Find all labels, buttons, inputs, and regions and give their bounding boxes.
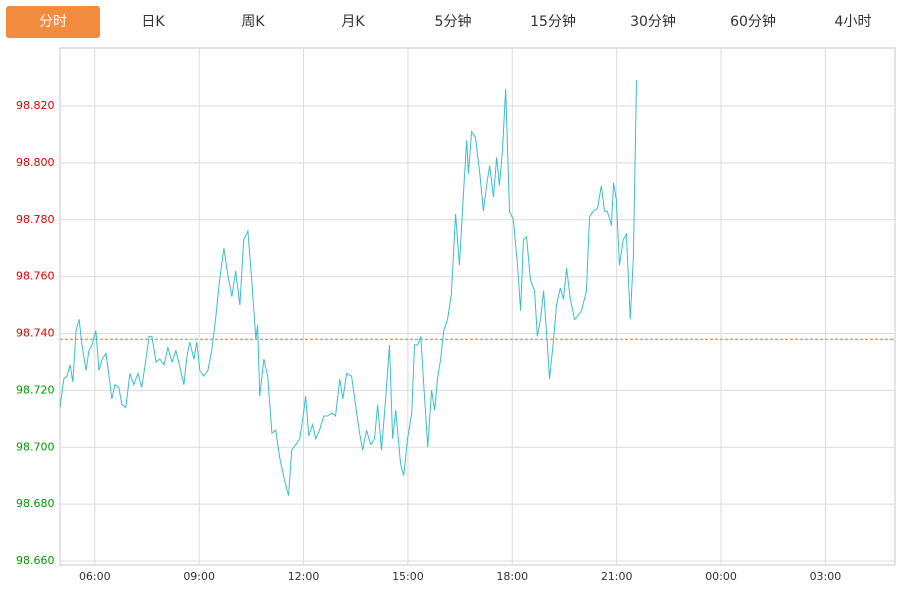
tab[interactable]: 月K (341, 14, 365, 30)
tab[interactable]: 60分钟 (730, 14, 776, 30)
x-tick-label: 12:00 (288, 570, 320, 583)
y-tick-label: 98.700 (16, 440, 55, 453)
y-tick-label: 98.740 (16, 327, 55, 340)
y-tick-label: 98.780 (16, 213, 55, 226)
y-tick-label: 98.720 (16, 383, 55, 396)
tab[interactable]: 4小时 (834, 14, 872, 30)
tab[interactable]: 5分钟 (434, 14, 472, 30)
y-tick-label: 98.760 (16, 270, 55, 283)
y-tick-label: 98.660 (16, 554, 55, 567)
tab-bar: 分时 日K 周K 月K 5分钟 15分钟 30分钟 60分钟 4小时 (0, 0, 906, 44)
plot-frame (59, 47, 896, 566)
price-line (59, 80, 637, 496)
tab[interactable]: 15分钟 (530, 14, 576, 30)
x-tick-label: 09:00 (183, 570, 215, 583)
tab[interactable]: 周K (241, 14, 265, 30)
y-tick-label: 98.820 (16, 99, 55, 112)
tab[interactable]: 30分钟 (630, 14, 676, 30)
x-tick-label: 06:00 (79, 570, 111, 583)
tab[interactable]: 分时 (6, 6, 100, 38)
x-tick-label: 15:00 (392, 570, 424, 583)
tab[interactable]: 日K (141, 14, 165, 30)
y-tick-label: 98.800 (16, 156, 55, 169)
x-tick-label: 21:00 (601, 570, 633, 583)
y-tick-label: 98.680 (16, 497, 55, 510)
x-tick-label: 03:00 (810, 570, 842, 583)
x-tick-label: 00:00 (705, 570, 737, 583)
x-tick-label: 18:00 (496, 570, 528, 583)
